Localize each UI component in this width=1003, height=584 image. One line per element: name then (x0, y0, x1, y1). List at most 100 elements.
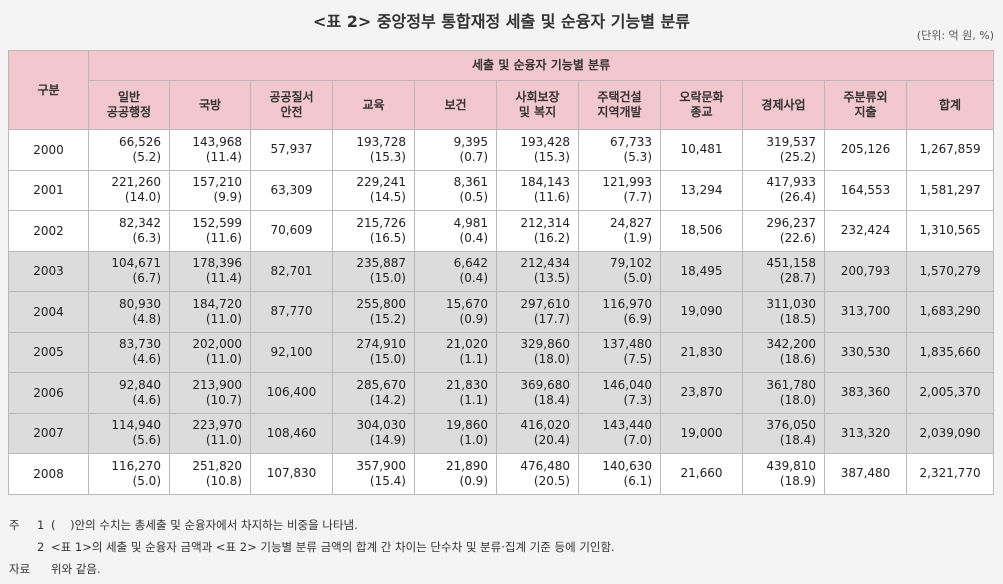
value-cell: 383,360 (824, 372, 907, 414)
amount: 8,361 (453, 175, 488, 190)
value-cell: 116,970 (6.9) (578, 291, 661, 333)
amount: 383,360 (840, 385, 891, 400)
amount: 319,537 (766, 134, 816, 149)
share-percent: (11.4) (205, 149, 242, 164)
share-percent: (6.9) (623, 311, 652, 326)
amount: 66,526 (119, 134, 161, 149)
amount: 387,480 (840, 466, 891, 481)
amount: 193,728 (356, 134, 406, 149)
footnote-text: 위와 같음. (51, 562, 101, 576)
amount: 82,701 (270, 263, 313, 278)
value-cell: 330,530 (824, 331, 907, 373)
value-cell: 1,581,297 (905, 169, 995, 211)
year-cell: 2005 (8, 331, 89, 373)
column-header: 교육 (332, 80, 415, 130)
value-cell: 143,968 (11.4) (169, 129, 251, 171)
share-percent: (18.0) (533, 352, 570, 367)
amount: 18,495 (680, 263, 723, 278)
share-percent: (6.7) (132, 271, 161, 286)
share-percent: (15.4) (369, 473, 406, 488)
value-cell: 255,800 (15.2) (332, 291, 415, 333)
share-percent: (16.5) (369, 230, 406, 245)
value-cell: 285,670 (14.2) (332, 372, 415, 414)
amount: 143,968 (192, 134, 242, 149)
value-cell: 2,321,770 (905, 453, 995, 495)
amount: 296,237 (766, 215, 816, 230)
column-header-line: 주택건설 (597, 90, 642, 104)
amount: 19,860 (446, 418, 488, 433)
amount: 476,480 (520, 458, 570, 473)
amount: 357,900 (356, 458, 406, 473)
value-cell: 19,860 (1.0) (414, 412, 497, 454)
value-cell: 18,495 (660, 250, 743, 292)
value-cell: 200,793 (824, 250, 907, 292)
footnote-text: <표 1>의 세출 및 순융자 금액과 <표 2> 기능별 분류 금액의 합계 … (51, 540, 615, 554)
value-cell: 137,480 (7.5) (578, 331, 661, 373)
value-cell: 1,310,565 (905, 210, 995, 252)
amount: 92,840 (119, 377, 161, 392)
value-cell: 387,480 (824, 453, 907, 495)
year-cell: 2000 (8, 129, 89, 171)
column-header: 경제사업 (742, 80, 825, 130)
amount: 2,321,770 (919, 466, 981, 481)
share-percent: (5.0) (132, 473, 161, 488)
amount: 10,481 (680, 142, 723, 157)
value-cell: 361,780 (18.0) (742, 372, 825, 414)
table-row: 2004 80,930 (4.8) 184,720 (11.0) 87,770 255,80… (8, 291, 995, 333)
share-percent: (5.0) (623, 271, 652, 286)
amount: 439,810 (766, 458, 816, 473)
value-cell: 6,642 (0.4) (414, 250, 497, 292)
share-percent: (22.6) (779, 230, 816, 245)
value-cell: 67,733 (5.3) (578, 129, 661, 171)
amount: 57,937 (270, 142, 313, 157)
value-cell: 329,860 (18.0) (496, 331, 579, 373)
value-cell: 9,395 (0.7) (414, 129, 497, 171)
value-cell: 1,683,290 (905, 291, 995, 333)
share-percent: (9.9) (213, 190, 242, 205)
share-percent: (14.2) (369, 392, 406, 407)
year-cell: 2007 (8, 412, 89, 454)
table-row: 2005 83,730 (4.6) 202,000 (11.0) 92,100 274,91… (8, 331, 995, 373)
column-header-line: 안전 (280, 105, 303, 119)
value-cell: 21,830 (1.1) (414, 372, 497, 414)
amount: 21,020 (446, 337, 488, 352)
amount: 15,670 (446, 296, 488, 311)
amount: 121,993 (602, 175, 652, 190)
share-percent: (18.5) (779, 311, 816, 326)
value-cell: 202,000 (11.0) (169, 331, 251, 373)
share-percent: (15.0) (369, 352, 406, 367)
value-cell: 8,361 (0.5) (414, 169, 497, 211)
footnote-label: 주 (9, 518, 20, 532)
amount: 70,609 (270, 223, 313, 238)
column-header-line: 공공행정 (106, 105, 152, 119)
share-percent: (4.6) (132, 352, 161, 367)
value-cell: 212,434 (13.5) (496, 250, 579, 292)
year-cell: 2004 (8, 291, 89, 333)
column-header-line: 일반 (117, 90, 141, 104)
column-header-line: 보건 (444, 97, 467, 112)
value-cell: 19,000 (660, 412, 743, 454)
amount: 329,860 (520, 337, 570, 352)
value-cell: 232,424 (824, 210, 907, 252)
share-percent: (6.1) (623, 473, 652, 488)
column-header: 일반 공공행정 (88, 80, 170, 130)
value-cell: 178,396 (11.4) (169, 250, 251, 292)
share-percent: (14.0) (124, 190, 161, 205)
column-header-line: 사회보장 (515, 90, 560, 104)
amount: 184,720 (192, 296, 242, 311)
amount: 2,039,090 (919, 425, 981, 440)
amount: 23,870 (680, 385, 723, 400)
value-cell: 21,660 (660, 453, 743, 495)
share-percent: (1.1) (459, 392, 488, 407)
amount: 251,820 (192, 458, 242, 473)
share-percent: (15.0) (369, 271, 406, 286)
share-percent: (5.2) (132, 149, 161, 164)
footnote-number: 2 (37, 540, 45, 554)
column-header-line: 및 복지 (518, 105, 557, 119)
value-cell: 223,970 (11.0) (169, 412, 251, 454)
value-cell: 140,630 (6.1) (578, 453, 661, 495)
footnote-number: 1 (37, 518, 45, 532)
value-cell: 18,506 (660, 210, 743, 252)
share-percent: (13.5) (533, 271, 570, 286)
amount: 297,610 (520, 296, 570, 311)
